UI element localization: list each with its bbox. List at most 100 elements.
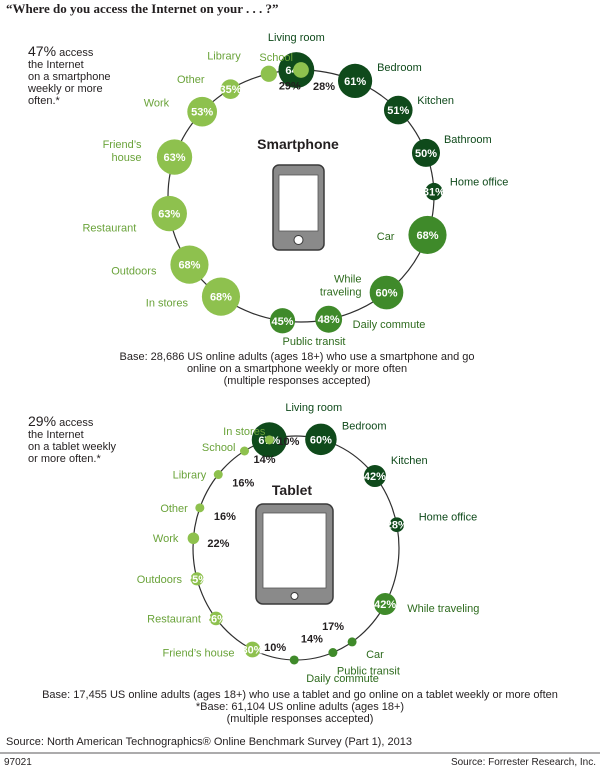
label-line: Other: [177, 74, 205, 86]
intro-text: 47% access the Internet on a smartphone wee…: [27, 43, 111, 107]
intro-line: or more often.*: [28, 453, 101, 465]
value-while-traveling: 42%: [374, 599, 396, 611]
base-note: Base: 28,686 US online adults (ages 18+)…: [120, 351, 475, 387]
device-label: Tablet: [272, 482, 313, 498]
bubble-kitchen: [363, 464, 386, 488]
chart-title: “Where do you access the Internet on you…: [6, 1, 279, 16]
base-line: *Base: 61,104 US online adults (ages 18+…: [196, 701, 404, 713]
source-note: Source: North American Technographics® O…: [6, 736, 412, 748]
bubble-car: [347, 637, 357, 647]
label-in-stores: In stores: [146, 298, 189, 310]
intro-text: 29% access the Internet on a tablet weekly…: [28, 413, 117, 465]
value-school: 14%: [254, 454, 276, 466]
label-line: Work: [153, 533, 179, 545]
bubble-kitchen: [383, 95, 413, 125]
bubble-bedroom: [337, 63, 373, 99]
device-label: Smartphone: [257, 136, 339, 152]
label-line: Library: [207, 51, 241, 63]
label-line: Daily commute: [306, 673, 379, 685]
label-outdoors: Outdoors: [111, 266, 157, 278]
label-line: Home office: [450, 177, 509, 189]
intro-line: 47% access: [28, 43, 94, 59]
value-library: 16%: [232, 478, 254, 490]
label-line: Living room: [268, 32, 325, 44]
intro-rest: access: [56, 417, 94, 429]
label-library: Library: [173, 470, 207, 482]
label-line: School: [202, 442, 236, 454]
label-school: School: [259, 52, 293, 64]
label-friend-s-house: Friend’s house: [103, 139, 142, 164]
intro-line: 29% access: [28, 413, 94, 429]
bubble-restaurant: [209, 611, 223, 626]
value-school: 28%: [313, 81, 335, 93]
label-public-transit: Public transit: [337, 666, 400, 678]
bubble-home-office: [425, 182, 443, 201]
intro-percent: 47%: [28, 43, 56, 59]
value-work: 22%: [207, 538, 229, 550]
label-home-office: Home office: [450, 177, 509, 189]
bubble-in-stores: [201, 277, 241, 316]
value-bedroom: 61%: [344, 76, 366, 88]
tablet-panel: 29% access the Internet on a tablet weekly…: [28, 402, 558, 725]
label-line: Car: [377, 231, 395, 243]
value-work: 53%: [191, 107, 213, 119]
label-line: Bedroom: [377, 62, 422, 74]
value-home-office: 28%: [386, 520, 408, 532]
bubble-outdoors: [170, 245, 209, 284]
label-line: Outdoors: [137, 574, 183, 586]
value-other: 35%: [220, 84, 242, 96]
bubble-bedroom: [305, 423, 337, 456]
value-public-transit: 45%: [271, 316, 293, 328]
bubble-other: [195, 503, 205, 513]
label-while-traveling: While traveling: [407, 603, 479, 615]
label-line: Restaurant: [82, 223, 136, 235]
base-line: Base: 17,455 US online adults (ages 18+)…: [42, 689, 558, 701]
value-restaurant: 63%: [158, 209, 180, 221]
credit: Source: Forrester Research, Inc.: [451, 757, 596, 768]
label-daily-commute: Daily commute: [306, 673, 379, 685]
base-note: Base: 17,455 US online adults (ages 18+)…: [42, 689, 558, 725]
label-outdoors: Outdoors: [137, 574, 183, 586]
value-daily-commute: 10%: [264, 642, 286, 654]
bubble-while-traveling: [369, 275, 404, 310]
base-line: (multiple responses accepted): [227, 713, 374, 725]
home-button-icon: [290, 592, 299, 600]
intro-line: on a smartphone: [28, 71, 111, 83]
smartphone-panel: 47% access the Internet on a smartphone wee…: [27, 32, 508, 387]
value-while-traveling: 60%: [375, 288, 397, 300]
label-line: Kitchen: [391, 455, 428, 467]
label-line: Work: [144, 98, 170, 110]
value-public-transit: 14%: [301, 634, 323, 646]
label-line: In stores: [146, 298, 189, 310]
bubble-while-traveling: [374, 592, 397, 616]
label-car: Car: [366, 649, 384, 661]
label-other: Other: [160, 503, 188, 515]
base-line: (multiple responses accepted): [224, 375, 371, 387]
label-kitchen: Kitchen: [417, 95, 454, 107]
bubble-home-office: [389, 517, 405, 533]
label-while-traveling: While traveling: [320, 274, 362, 299]
label-daily-commute: Daily commute: [353, 319, 426, 331]
label-living-room: Living room: [268, 32, 325, 44]
label-home-office: Home office: [419, 512, 478, 524]
bubble-in-stores: [264, 435, 274, 445]
bubble-public-transit: [269, 308, 296, 334]
bubble-friend-s-house: [244, 641, 261, 658]
value-in-stores: 68%: [210, 292, 232, 304]
label-line: Home office: [419, 512, 478, 524]
label-other: Other: [177, 74, 205, 86]
label-school: School: [202, 442, 236, 454]
intro-line: the Internet: [28, 429, 84, 441]
screen-icon: [278, 174, 319, 232]
bubble-restaurant: [151, 195, 187, 232]
value-car: 17%: [322, 621, 344, 633]
value-outdoors: 68%: [178, 260, 200, 272]
value-in-stores: 10%: [277, 436, 299, 448]
label-line: Bedroom: [342, 420, 387, 432]
bubble-bathroom: [411, 138, 441, 167]
bubble-library: [260, 65, 277, 82]
label-bedroom: Bedroom: [377, 62, 422, 74]
intro-rest: access: [56, 47, 94, 59]
label-public-transit: Public transit: [282, 336, 345, 348]
